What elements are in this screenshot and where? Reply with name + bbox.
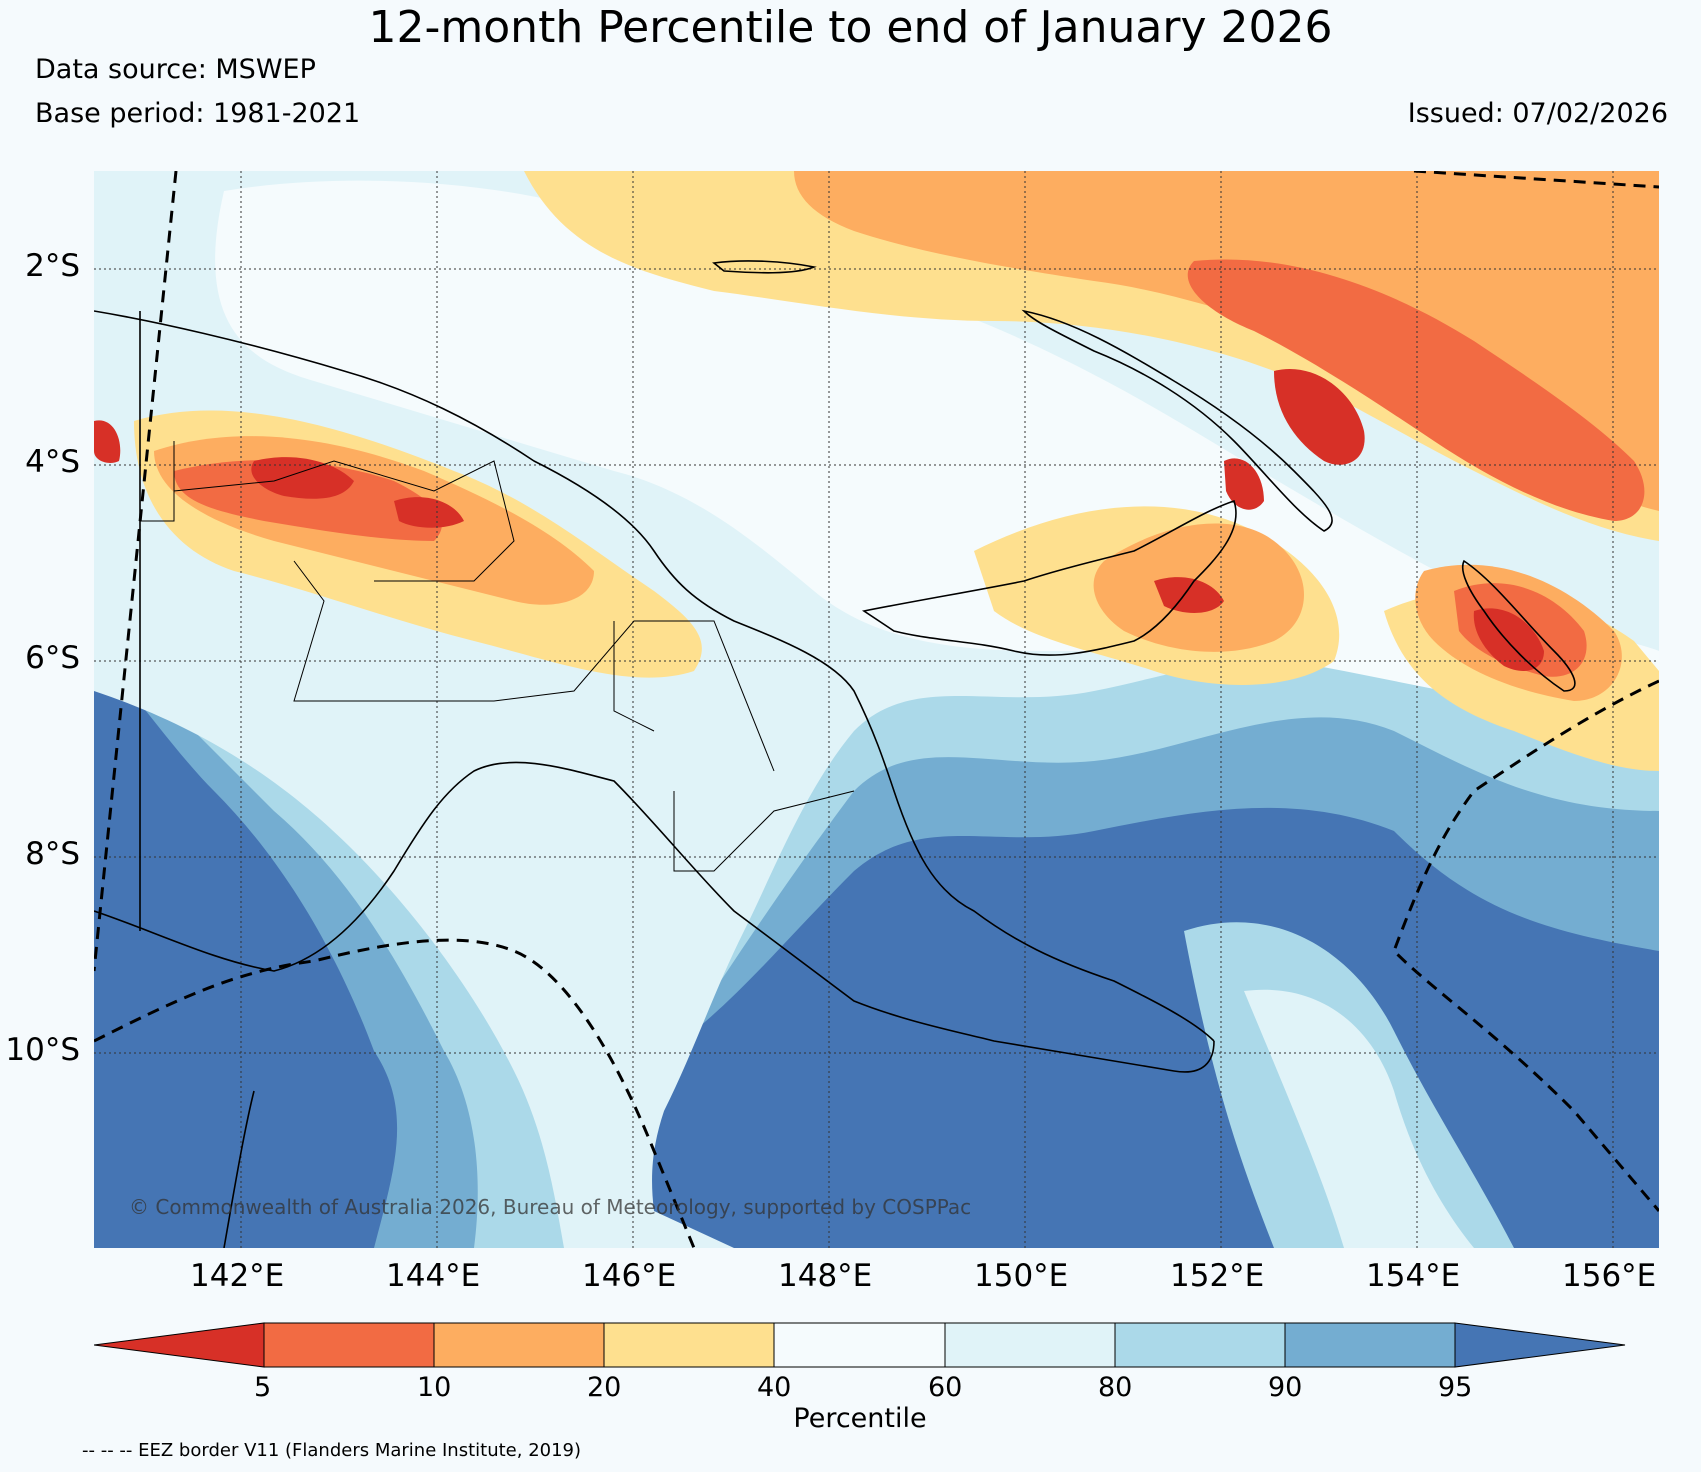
colorbar-tick-10: 10	[417, 1372, 452, 1403]
colorbar-segment-80-90	[1114, 1322, 1286, 1368]
new-guinea-north-coast	[94, 310, 1215, 1042]
new-britain	[861, 499, 1237, 656]
colorbar-tick-95: 95	[1438, 1372, 1473, 1403]
colorbar	[94, 1322, 1626, 1368]
lon-label-152E: 152°E	[1170, 1258, 1265, 1294]
lon-label-142E: 142°E	[190, 1258, 285, 1294]
eez-borders	[94, 171, 1659, 1248]
colorbar-label: Percentile	[793, 1403, 927, 1434]
colorbar-segment-60-80	[944, 1322, 1116, 1368]
band-below-5-center	[1154, 458, 1264, 613]
lon-label-156E: 156°E	[1562, 1258, 1657, 1294]
colorbar-tick-20: 20	[587, 1372, 622, 1403]
lat-label-6S: 6°S	[25, 640, 80, 676]
province-border-3	[140, 441, 175, 522]
data-source: Data source: MSWEP	[35, 54, 316, 85]
colorbar-segment-below-5	[94, 1322, 265, 1368]
lat-label-2S: 2°S	[25, 248, 80, 284]
coastlines	[94, 260, 1576, 1248]
colorbar-segment-5-10	[263, 1322, 435, 1368]
lat-label-10S: 10°S	[5, 1032, 80, 1068]
map-title: 12-month Percentile to end of January 20…	[368, 2, 1333, 53]
graticule	[94, 171, 1659, 1248]
eez-east-slope	[1392, 679, 1659, 1212]
colorbar-segment-40-60	[773, 1322, 946, 1368]
colorbar-tick-80: 80	[1098, 1372, 1133, 1403]
new-ireland	[1021, 309, 1333, 532]
province-border-4	[613, 621, 655, 732]
band-below-5-highlands	[94, 420, 464, 528]
colorbar-segment-90-95	[1284, 1322, 1456, 1368]
new-guinea-south-coast	[94, 761, 1215, 1073]
eez-east-top	[1413, 171, 1659, 189]
colorbar-tick-40: 40	[757, 1372, 792, 1403]
lon-label-146E: 146°E	[582, 1258, 677, 1294]
band-below-5	[1274, 369, 1365, 465]
band-5-10	[1187, 259, 1645, 521]
eez-legend-note: -- -- -- EEZ border V11 (Flanders Marine…	[82, 1440, 582, 1461]
issued-date: Issued: 07/02/2026	[1407, 98, 1668, 129]
colorbar-tick-5: 5	[254, 1372, 272, 1403]
band-60-80	[94, 171, 1659, 1248]
percentile-map: © Commonwealth of Australia 2026, Bureau…	[94, 171, 1659, 1248]
lon-label-154E: 154°E	[1366, 1258, 1461, 1294]
lon-label-150E: 150°E	[974, 1258, 1069, 1294]
colorbar-segment-above-95	[1454, 1322, 1626, 1368]
province-borders	[140, 441, 855, 872]
colorbar-segment-10-20	[433, 1322, 605, 1368]
base-period: Base period: 1981-2021	[35, 98, 361, 129]
province-border-5	[673, 790, 855, 872]
colorbar-tick-60: 60	[928, 1372, 963, 1403]
lon-label-148E: 148°E	[778, 1258, 873, 1294]
colorbar-tick-90: 90	[1268, 1372, 1303, 1403]
colorbar-segment-20-40	[603, 1322, 775, 1368]
lon-label-144E: 144°E	[386, 1258, 481, 1294]
band-10-20	[794, 171, 1659, 511]
band-below-5-east	[1473, 608, 1544, 671]
province-border-1	[173, 460, 515, 582]
lat-label-4S: 4°S	[25, 444, 80, 480]
copyright-notice: © Commonwealth of Australia 2026, Bureau…	[129, 1195, 971, 1219]
manus-island	[712, 260, 817, 274]
province-border-2	[293, 560, 775, 772]
eez-west-south	[94, 938, 696, 1248]
eez-west-north	[94, 171, 178, 972]
lat-label-8S: 8°S	[25, 836, 80, 872]
bougainville	[1462, 559, 1576, 692]
band-5-10-highlands	[174, 460, 442, 541]
cape-york	[223, 1090, 255, 1248]
